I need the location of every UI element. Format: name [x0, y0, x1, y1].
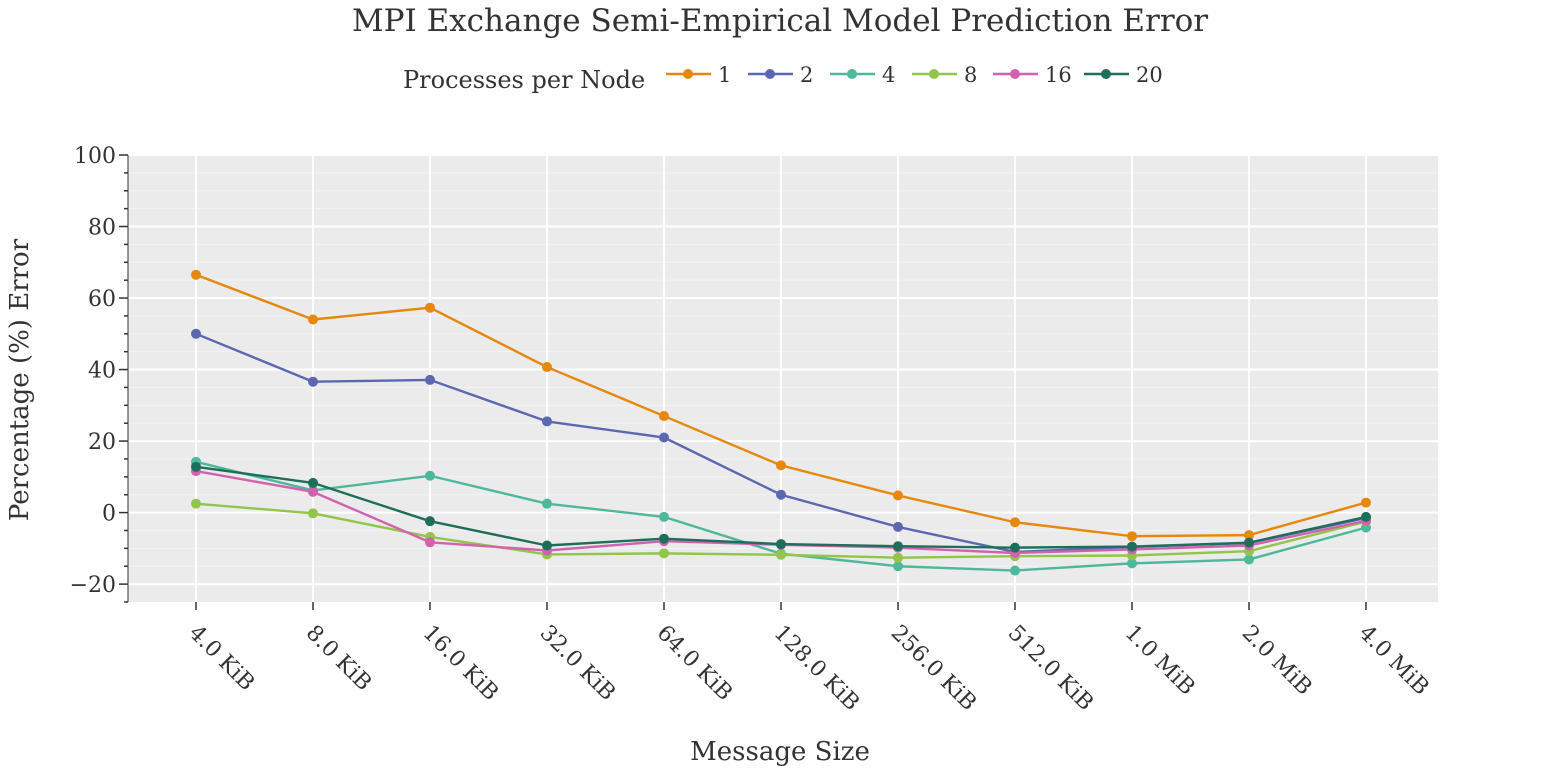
- x-axis-label: Message Size: [690, 737, 870, 767]
- legend-item-4[interactable]: 4: [830, 63, 895, 87]
- x-tick-label: 512.0 KiB: [1003, 621, 1098, 716]
- data-point: [893, 490, 903, 501]
- data-point: [425, 470, 435, 481]
- y-tick-label: 60: [88, 287, 116, 312]
- data-point: [1127, 541, 1137, 552]
- data-point: [425, 516, 435, 527]
- legend-label: 4: [882, 63, 895, 87]
- data-point: [659, 548, 669, 559]
- data-point: [191, 461, 201, 472]
- chart-title: MPI Exchange Semi-Empirical Model Predic…: [352, 3, 1208, 39]
- legend-label: 16: [1045, 63, 1072, 87]
- x-tick-label: 64.0 KiB: [652, 621, 737, 706]
- data-point: [542, 416, 552, 427]
- legend-label: 1: [718, 63, 731, 87]
- legend-swatch-marker: [683, 69, 693, 79]
- data-point: [659, 533, 669, 544]
- data-point: [1361, 497, 1371, 508]
- legend-title: Processes per Node: [403, 66, 645, 94]
- data-point: [776, 539, 786, 550]
- legend-item-2[interactable]: 2: [748, 63, 813, 87]
- data-point: [308, 486, 318, 497]
- legend-swatch-marker: [1010, 69, 1020, 79]
- data-point: [1361, 511, 1371, 522]
- x-axis: 4.0 KiB 8.0 KiB 16.0 KiB 32.0 KiB 64.0 KiB 12…: [184, 602, 1434, 716]
- data-point: [191, 498, 201, 509]
- y-tick-label: −20: [70, 573, 116, 598]
- y-tick-label: 0: [102, 502, 116, 527]
- data-point: [776, 549, 786, 560]
- data-point: [1244, 530, 1254, 541]
- data-point: [425, 537, 435, 548]
- data-point: [776, 460, 786, 471]
- data-point: [893, 541, 903, 552]
- data-point: [659, 411, 669, 422]
- data-point: [1010, 565, 1020, 576]
- data-point: [425, 302, 435, 313]
- legend: Processes per Node 1 2 4 8 16 20: [403, 63, 1163, 94]
- legend-label: 8: [964, 63, 977, 87]
- data-point: [542, 540, 552, 551]
- legend-item-16[interactable]: 16: [993, 63, 1072, 87]
- x-tick-label: 2.0 MiB: [1237, 621, 1317, 701]
- y-tick-label: 100: [74, 144, 116, 169]
- plot-background: [128, 155, 1438, 602]
- data-point: [893, 521, 903, 532]
- x-tick-label: 8.0 KiB: [301, 621, 376, 696]
- legend-item-1[interactable]: 1: [666, 63, 731, 87]
- data-point: [308, 508, 318, 519]
- legend-item-8[interactable]: 8: [912, 63, 977, 87]
- legend-swatch-marker: [765, 69, 775, 79]
- data-point: [1127, 558, 1137, 569]
- y-axis-label: Percentage (%) Error: [5, 238, 35, 521]
- data-point: [542, 362, 552, 373]
- legend-swatch-marker: [929, 69, 939, 79]
- legend-label: 20: [1136, 63, 1163, 87]
- legend-swatch-marker: [1101, 69, 1111, 79]
- x-tick-label: 4.0 MiB: [1354, 621, 1434, 701]
- data-point: [542, 498, 552, 509]
- y-tick-label: 80: [88, 216, 116, 241]
- legend-label: 2: [800, 63, 813, 87]
- series-group: [191, 269, 1371, 576]
- data-point: [308, 477, 318, 488]
- series-1: [191, 269, 1371, 542]
- x-tick-label: 1.0 MiB: [1120, 621, 1200, 701]
- legend-item-20[interactable]: 20: [1084, 63, 1163, 87]
- legend-items: 1 2 4 8 16 20: [666, 63, 1163, 87]
- y-tick-label: 40: [88, 359, 116, 384]
- data-point: [1010, 542, 1020, 553]
- x-tick-label: 256.0 KiB: [886, 621, 981, 716]
- data-point: [659, 511, 669, 522]
- x-tick-label: 128.0 KiB: [769, 621, 864, 716]
- x-tick-label: 32.0 KiB: [535, 621, 620, 706]
- data-point: [776, 489, 786, 500]
- data-point: [1010, 517, 1020, 528]
- data-point: [191, 269, 201, 280]
- legend-swatch-marker: [847, 69, 857, 79]
- data-point: [191, 328, 201, 339]
- y-axis: −20 0 20 40 60 80 100: [70, 144, 129, 603]
- data-point: [1244, 537, 1254, 548]
- data-point: [425, 374, 435, 385]
- data-point: [893, 552, 903, 563]
- data-point: [659, 432, 669, 443]
- data-point: [893, 561, 903, 572]
- data-point: [308, 376, 318, 387]
- x-tick-label: 4.0 KiB: [184, 621, 259, 696]
- data-point: [308, 314, 318, 325]
- data-point: [1127, 531, 1137, 542]
- series-20: [191, 461, 1371, 553]
- data-point: [1244, 554, 1254, 565]
- x-tick-label: 16.0 KiB: [418, 621, 503, 706]
- y-tick-label: 20: [88, 430, 116, 455]
